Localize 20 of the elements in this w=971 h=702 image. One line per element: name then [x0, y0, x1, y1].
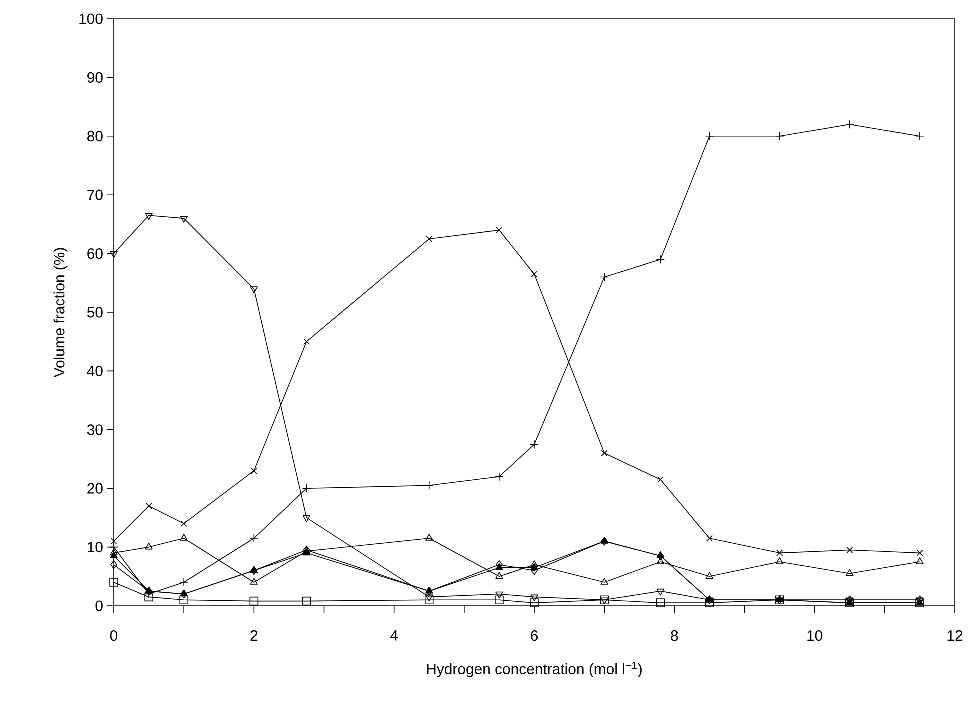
- y-axis-title: Volume fraction (%): [54, 248, 68, 378]
- y-tick-label: 80: [88, 131, 103, 142]
- x-tick-label: 2: [250, 630, 258, 641]
- y-tick-label: 70: [88, 190, 103, 200]
- y-tick-label: 40: [87, 366, 103, 376]
- x-tick-label: 12: [948, 630, 963, 641]
- y-tick-label: 100: [80, 14, 103, 24]
- x-tick-label: 8: [671, 630, 678, 642]
- x-tick-label: 10: [808, 630, 823, 642]
- y-tick-label: 50: [87, 307, 103, 318]
- y-tick-label: 30: [87, 424, 103, 436]
- x-axis-title: Hydrogen concentration (mol l$^{−1}$): [427, 662, 642, 678]
- y-tick-label: 60: [88, 248, 103, 260]
- x-tick-label: 4: [390, 630, 398, 641]
- y-tick-label: 20: [88, 483, 103, 494]
- x-tick-label: 6: [531, 630, 538, 642]
- y-tick-label: 10: [88, 542, 103, 553]
- y-tick-label: 0: [96, 600, 103, 612]
- y-tick-label: 90: [88, 72, 103, 83]
- x-tick-label: 0: [110, 630, 118, 642]
